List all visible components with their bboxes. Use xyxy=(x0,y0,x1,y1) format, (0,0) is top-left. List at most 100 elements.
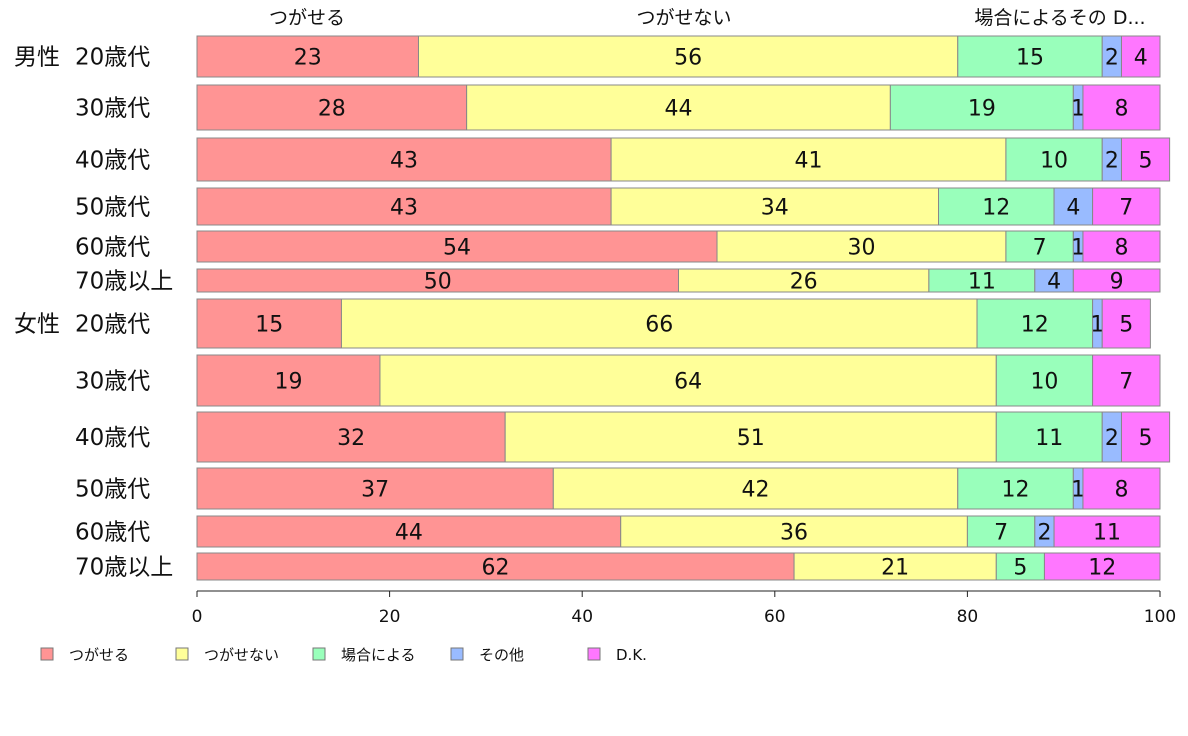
legend-label: つがせる xyxy=(69,646,129,664)
data-label: 12 xyxy=(1021,313,1049,338)
legend-label: 場合による xyxy=(341,646,416,664)
bar-segment xyxy=(1082,84,1161,131)
data-label: 10 xyxy=(1040,149,1068,174)
bar-segment xyxy=(1053,515,1161,548)
bar-segment xyxy=(196,515,622,548)
data-label: 41 xyxy=(795,149,823,174)
bar-segment xyxy=(1120,411,1171,463)
data-label: 30 xyxy=(847,236,875,261)
bar-segment xyxy=(196,84,468,131)
column-headers: つがせる つがせない 場合によるその D... xyxy=(269,7,1146,29)
bar-segment xyxy=(1005,137,1103,182)
bar-segment xyxy=(995,354,1094,407)
legend-label: その他 xyxy=(479,646,524,664)
bar-segment xyxy=(966,515,1036,548)
legend-swatch xyxy=(40,647,54,661)
row-label: 70歳以上 xyxy=(75,269,173,295)
row-label: 50歳代 xyxy=(75,195,150,221)
bar-segment xyxy=(1082,467,1161,510)
data-label: 2 xyxy=(1105,46,1119,71)
legend-swatch xyxy=(587,647,601,661)
bar-row: 28 44 19 1 8 30歳代 xyxy=(75,84,1161,131)
bar-segment xyxy=(1120,35,1161,78)
bar-row: 44 36 7 2 11 60歳代 xyxy=(75,515,1161,548)
data-label: 9 xyxy=(1110,270,1124,295)
data-label: 7 xyxy=(994,521,1008,546)
bar-segment xyxy=(552,467,959,510)
data-label: 44 xyxy=(665,97,693,122)
row-label: 30歳代 xyxy=(75,96,150,122)
legend-label: D.K. xyxy=(616,646,647,664)
bar-segment xyxy=(1101,298,1151,349)
data-label: 32 xyxy=(337,426,365,451)
legend-item: つがせる xyxy=(40,646,129,664)
bar-segment xyxy=(196,230,718,263)
legend-item: 場合による xyxy=(312,646,416,664)
tick-label: 40 xyxy=(571,607,593,627)
bar-segment xyxy=(976,298,1094,349)
data-label: 7 xyxy=(1119,196,1133,221)
group-label: 女性 xyxy=(14,312,60,338)
bar-segment xyxy=(196,35,419,78)
data-label: 28 xyxy=(318,97,346,122)
bar-segment xyxy=(340,298,978,349)
bar-row: 19 64 10 7 30歳代 xyxy=(75,354,1161,407)
bar-segment xyxy=(610,137,1007,182)
data-label: 2 xyxy=(1037,521,1051,546)
data-label: 19 xyxy=(968,97,996,122)
tick-label: 20 xyxy=(379,607,401,627)
row-label: 50歳代 xyxy=(75,477,150,503)
bar-segment xyxy=(957,467,1074,510)
data-label: 1 xyxy=(1071,478,1085,503)
data-label: 42 xyxy=(742,478,770,503)
data-label: 11 xyxy=(968,270,996,295)
data-label: 7 xyxy=(1119,370,1133,395)
row-label: 70歳以上 xyxy=(75,555,173,581)
data-label: 64 xyxy=(674,370,702,395)
bar-segment xyxy=(1082,230,1161,263)
data-label: 11 xyxy=(1093,521,1121,546)
legend-item: その他 xyxy=(450,646,524,664)
data-label: 8 xyxy=(1114,236,1128,261)
data-label: 5 xyxy=(1119,313,1133,338)
legend: つがせる つがせない 場合による その他 D.K. xyxy=(40,646,647,664)
bar-segment xyxy=(957,35,1103,78)
bar-row: 43 41 10 2 5 40歳代 xyxy=(75,137,1171,182)
row-label: 60歳代 xyxy=(75,520,150,546)
bar-row: 54 30 7 1 8 60歳代 xyxy=(75,230,1161,263)
tick-label: 60 xyxy=(764,607,786,627)
bar-segment xyxy=(196,354,381,407)
tick-label: 100 xyxy=(1144,607,1176,627)
data-label: 66 xyxy=(645,313,673,338)
bar-row: 23 56 15 2 4 男性 20歳代 xyxy=(14,35,1161,78)
row-label: 30歳代 xyxy=(75,369,150,395)
data-label: 21 xyxy=(881,556,909,581)
header-label: つがせない xyxy=(636,7,731,29)
bar-segment xyxy=(995,411,1103,463)
data-label: 11 xyxy=(1035,426,1063,451)
data-label: 54 xyxy=(443,236,471,261)
data-label: 44 xyxy=(395,521,423,546)
data-label: 19 xyxy=(274,370,302,395)
data-label: 5 xyxy=(1013,556,1027,581)
data-label: 8 xyxy=(1114,97,1128,122)
data-label: 2 xyxy=(1105,426,1119,451)
bar-row: 62 21 5 12 70歳以上 xyxy=(75,552,1161,581)
legend-swatch xyxy=(450,647,464,661)
data-label: 43 xyxy=(390,196,418,221)
row-label: 40歳代 xyxy=(75,425,150,451)
row-label: 20歳代 xyxy=(75,312,150,338)
data-label: 37 xyxy=(361,478,389,503)
header-label: つがせる xyxy=(269,7,345,29)
legend-swatch xyxy=(312,647,326,661)
data-label: 5 xyxy=(1139,149,1153,174)
data-label: 62 xyxy=(482,556,510,581)
data-label: 15 xyxy=(1016,46,1044,71)
bar-segment xyxy=(610,187,940,226)
x-axis: 0 20 40 60 80 100 xyxy=(192,590,1176,627)
legend-item: つがせない xyxy=(175,646,279,664)
bar-segment xyxy=(196,298,342,349)
bar-segment xyxy=(1092,354,1161,407)
bar-row: 43 34 12 4 7 50歳代 xyxy=(75,187,1161,226)
data-label: 12 xyxy=(982,196,1010,221)
